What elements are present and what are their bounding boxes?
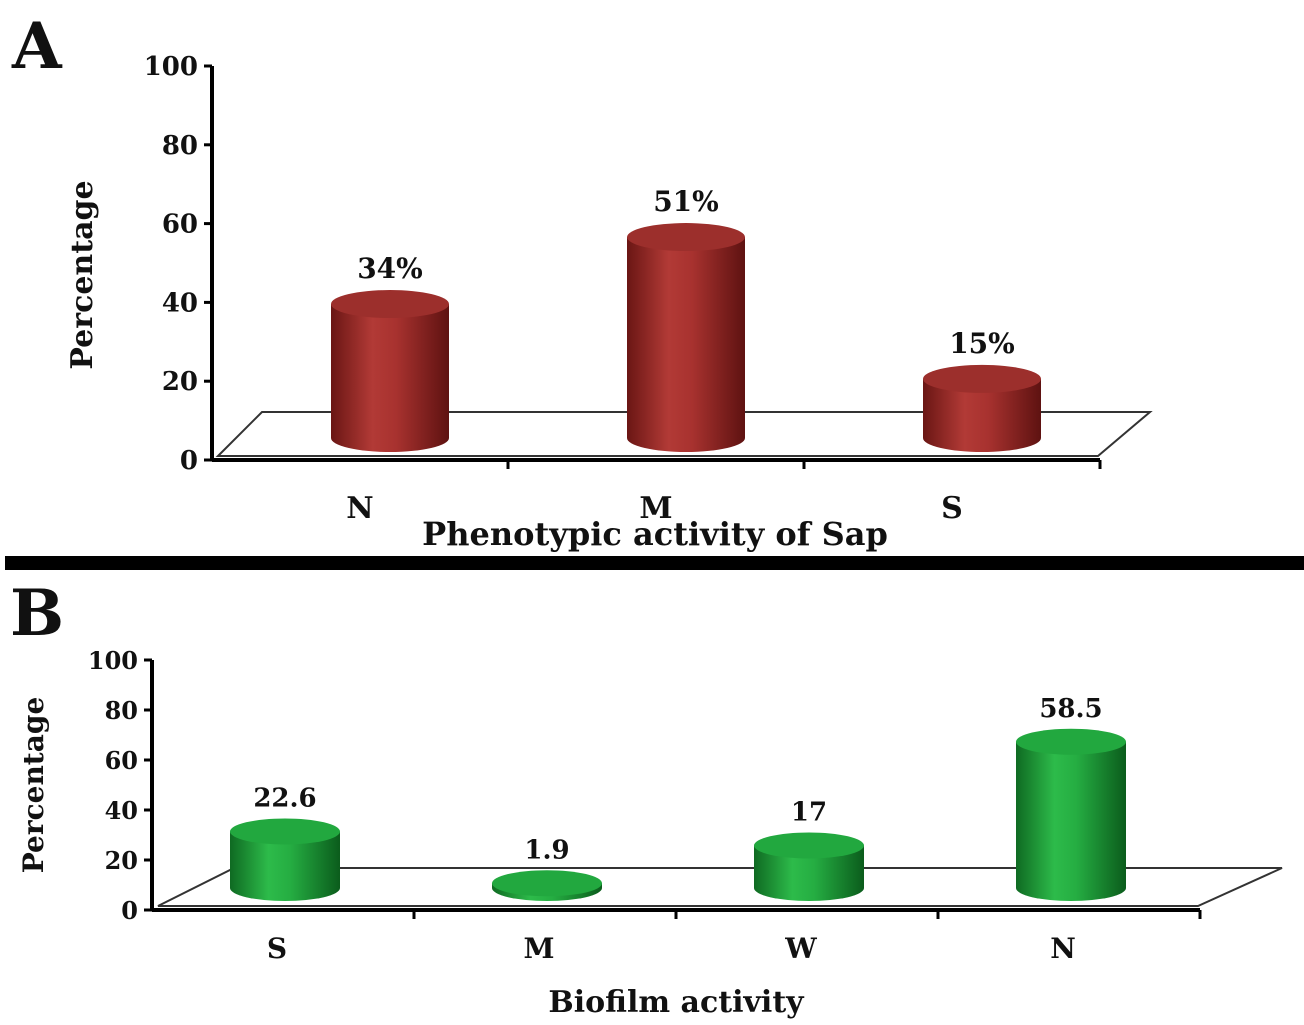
panel-a-category-label-N: N <box>346 491 373 526</box>
panel-b: B Percentage Biofilm activity 0 20 40 60 80 1… <box>10 576 1283 1020</box>
panel-a-bar-top-M <box>627 223 745 252</box>
panel-a-ytick-label-80: 80 <box>162 131 198 161</box>
panel-b-ticks: 0 20 40 60 80 100 <box>88 646 1202 925</box>
panel-a-data-label-S: 15% <box>949 327 1015 360</box>
panel-a-ytick-label-60: 60 <box>162 210 198 240</box>
panel-a-labels: 34% N 51% M 15% S <box>346 185 1015 526</box>
panel-b-ytick-label-80: 80 <box>105 696 138 725</box>
panel-a-bars <box>331 223 1041 452</box>
panel-a-ytick-label-40: 40 <box>162 288 198 318</box>
panel-a-floor <box>215 411 1153 457</box>
panel-b-bar-body-N <box>1016 741 1126 901</box>
panel-b-bar-top-M <box>492 870 602 897</box>
panel-a-ticks: 0 20 40 60 80 100 <box>144 52 1102 476</box>
panel-b-ytick-label-60: 60 <box>105 746 138 775</box>
panel-a-category-label-S: S <box>941 491 963 526</box>
panel-b-bar-N <box>1016 728 1126 901</box>
panel-b-data-label-M: 1.9 <box>524 835 569 865</box>
panel-b-category-label-W: W <box>784 932 817 965</box>
panel-b-category-label-S: S <box>267 932 287 965</box>
panel-b-bar-W <box>754 832 864 901</box>
panel-b-category-label-M: M <box>524 932 555 965</box>
panel-b-bar-M <box>492 870 602 901</box>
panel-divider <box>5 556 1304 570</box>
panel-b-category-label-N: N <box>1050 932 1076 965</box>
panel-b-bar-top-N <box>1016 728 1126 755</box>
panel-a-letter: A <box>11 9 63 84</box>
panel-b-labels: 22.6 S 1.9 M 17 W 58.5 N <box>253 694 1102 965</box>
panel-b-bar-body-S <box>230 831 340 901</box>
panel-b-bars <box>230 728 1126 901</box>
panel-a-bar-N <box>331 290 449 452</box>
panel-a-data-label-N: 34% <box>357 252 423 285</box>
panel-b-ytick-label-20: 20 <box>105 846 138 875</box>
panel-a-ytick-label-20: 20 <box>162 367 198 397</box>
panel-b-bar-body-W <box>754 845 864 901</box>
panel-b-floor <box>157 867 1283 907</box>
panel-a-ytick-label-0: 0 <box>180 446 198 476</box>
panel-b-ylabel: Percentage <box>17 697 50 874</box>
panel-a: A Percentage Phenotypic activity of Sap … <box>11 9 1153 553</box>
panel-b-ytick-label-100: 100 <box>88 646 138 675</box>
panel-b-bar-top-S <box>230 818 340 845</box>
panel-b-letter: B <box>10 576 64 651</box>
panel-a-bar-body-S <box>923 378 1041 452</box>
panel-a-bar-body-N <box>331 304 449 452</box>
panel-b-ytick-label-0: 0 <box>121 896 138 925</box>
panel-a-axes <box>210 66 1153 462</box>
panel-a-bar-S <box>923 364 1041 452</box>
panel-a-bar-top-N <box>331 290 449 319</box>
panel-a-bar-body-M <box>627 237 745 452</box>
panel-a-ylabel: Percentage <box>65 180 100 369</box>
panel-b-data-label-N: 58.5 <box>1039 694 1102 724</box>
panel-b-xlabel: Biofilm activity <box>548 985 805 1020</box>
panel-b-data-label-S: 22.6 <box>253 784 316 814</box>
panel-a-xlabel: Phenotypic activity of Sap <box>422 515 888 553</box>
panel-b-bar-top-W <box>754 832 864 859</box>
panel-a-bar-M <box>627 223 745 452</box>
panel-b-ytick-label-40: 40 <box>105 796 138 825</box>
panel-b-data-label-W: 17 <box>791 798 827 828</box>
panel-a-bar-top-S <box>923 364 1041 393</box>
panel-a-category-label-M: M <box>639 491 672 526</box>
panel-a-ytick-label-100: 100 <box>144 52 198 82</box>
panel-b-bar-S <box>230 818 340 901</box>
panel-a-data-label-M: 51% <box>653 185 719 218</box>
